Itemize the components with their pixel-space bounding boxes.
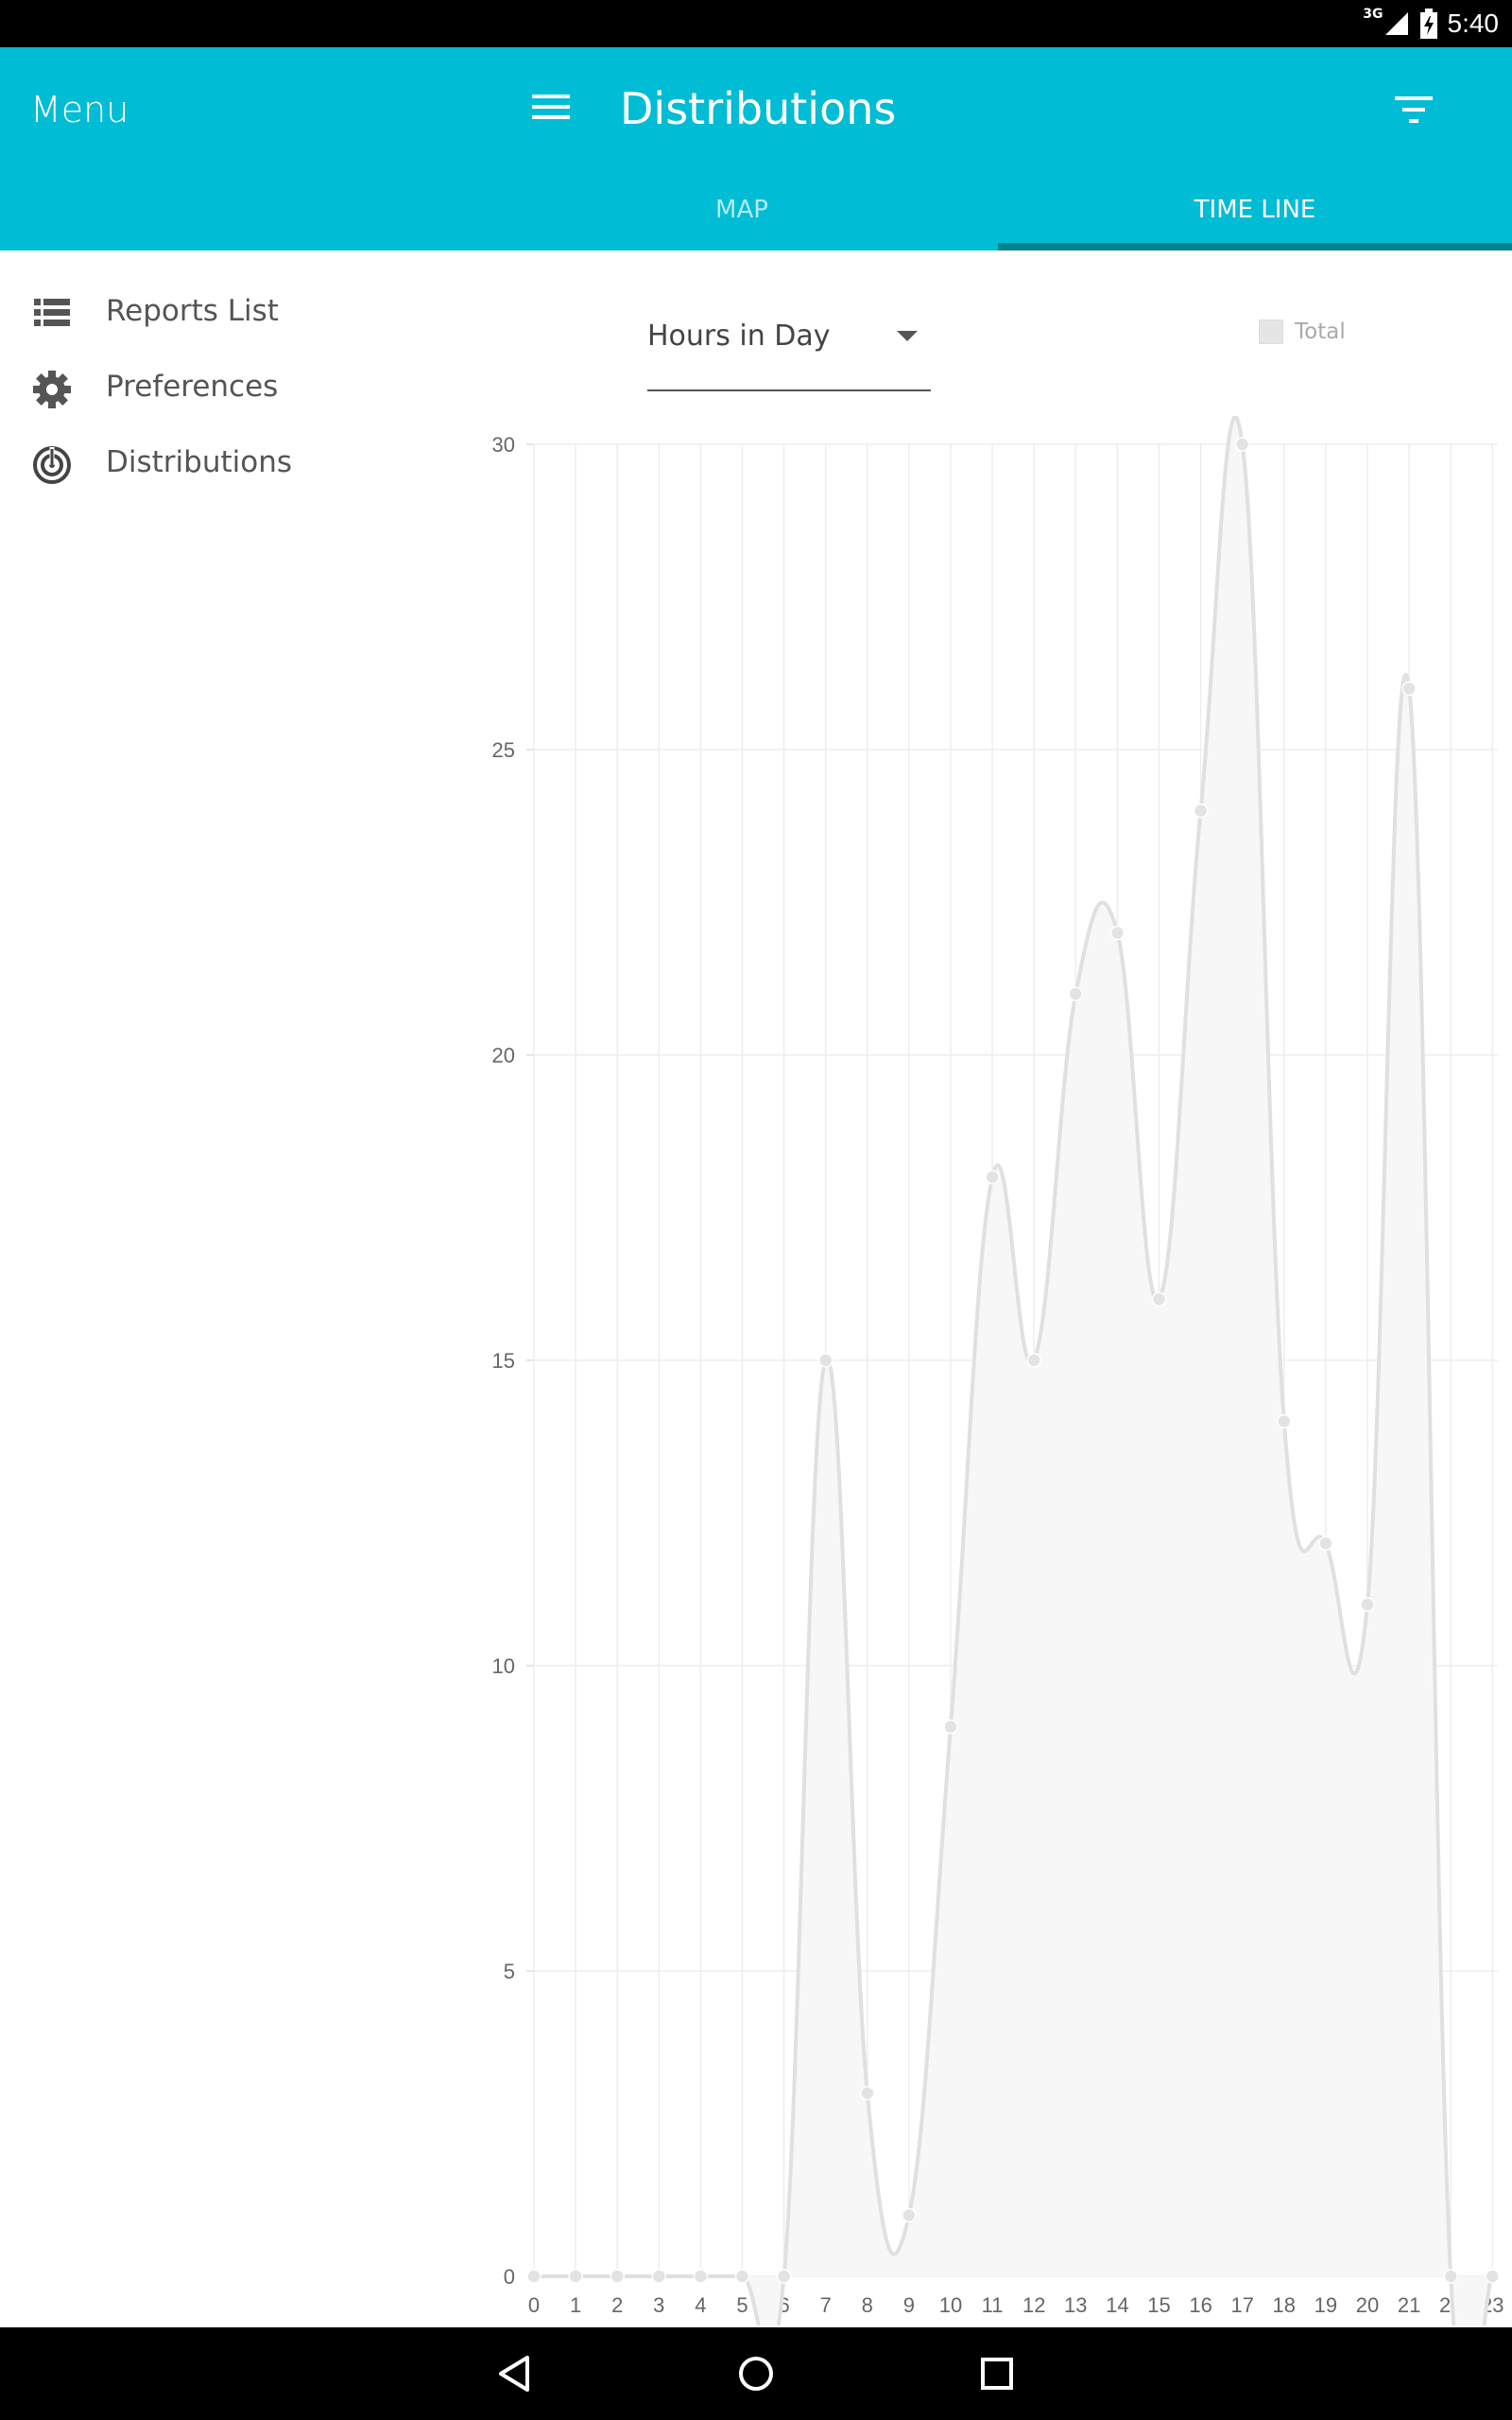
sidebar-item-label: Reports List: [106, 294, 279, 328]
data-point: [1194, 804, 1208, 818]
data-point: [1486, 2270, 1499, 2283]
x-tick-label: 7: [820, 2293, 832, 2317]
sidebar-item-reports-list[interactable]: Reports List: [0, 279, 454, 347]
x-tick-label: 14: [1106, 2293, 1128, 2317]
data-point: [1027, 1354, 1040, 1367]
x-tick-label: 21: [1398, 2293, 1420, 2317]
data-point: [1110, 926, 1124, 940]
data-point: [1236, 438, 1249, 451]
x-tick-label: 9: [903, 2293, 915, 2317]
recents-icon[interactable]: [973, 2350, 1021, 2397]
x-tick-label: 11: [982, 2293, 1004, 2317]
data-point: [819, 1354, 833, 1367]
list-icon: [32, 294, 72, 334]
sidebar-item-preferences[interactable]: Preferences: [0, 354, 454, 423]
tab-indicator: [998, 243, 1512, 251]
system-nav-bar: [0, 2327, 1512, 2420]
legend-label: Total: [1295, 320, 1346, 344]
tab-map[interactable]: MAP: [487, 180, 997, 241]
x-tick-label: 16: [1189, 2293, 1211, 2317]
x-tick-label: 13: [1064, 2293, 1087, 2317]
sidebar-item-distributions[interactable]: Distributions: [0, 430, 454, 498]
sidebar-item-label: Preferences: [106, 370, 278, 404]
dropdown-arrow-icon: [897, 331, 918, 341]
chart-legend[interactable]: Total: [1259, 320, 1346, 344]
data-point: [1069, 987, 1082, 1000]
battery-icon: [1419, 9, 1438, 39]
y-tick-label: 20: [492, 1044, 515, 1067]
data-point: [694, 2270, 707, 2283]
data-point: [944, 1720, 957, 1734]
data-point: [986, 1170, 999, 1184]
x-tick-label: 5: [736, 2293, 747, 2317]
filter-icon[interactable]: [1393, 93, 1435, 127]
x-tick-label: 8: [862, 2293, 873, 2317]
menu-title: Menu: [30, 89, 129, 130]
y-tick-label: 10: [492, 1654, 515, 1678]
radar-icon: [32, 445, 72, 485]
data-point: [1444, 2270, 1457, 2283]
home-icon[interactable]: [732, 2350, 780, 2397]
data-point: [1361, 1598, 1374, 1611]
page-title: Distributions: [620, 83, 896, 134]
x-tick-label: 4: [695, 2293, 706, 2317]
x-tick-label: 17: [1230, 2293, 1253, 2317]
dropdown-value: Hours in Day: [647, 320, 831, 353]
data-point: [778, 2270, 791, 2283]
x-tick-label: 19: [1314, 2293, 1337, 2317]
data-point: [1319, 1537, 1332, 1550]
data-point: [1402, 682, 1416, 695]
tab-time-line[interactable]: TIME LINE: [998, 180, 1512, 241]
data-point: [902, 2208, 916, 2221]
app-bar: Menu Distributions MAP TIME LINE: [0, 47, 1512, 251]
back-icon[interactable]: [491, 2350, 539, 2397]
range-dropdown[interactable]: Hours in Day: [647, 302, 931, 391]
clock: 5:40: [1448, 9, 1500, 39]
x-tick-label: 1: [570, 2293, 581, 2317]
status-bar: 3G 5:40: [0, 0, 1512, 47]
signal-icon: [1383, 10, 1410, 37]
data-point: [610, 2270, 624, 2283]
y-tick-label: 5: [504, 1960, 515, 1983]
gear-icon: [32, 370, 72, 409]
data-point: [861, 2086, 874, 2100]
sidebar-item-label: Distributions: [106, 445, 292, 479]
y-tick-label: 25: [492, 738, 515, 762]
x-tick-label: 10: [939, 2293, 962, 2317]
x-tick-label: 2: [611, 2293, 623, 2317]
network-type: 3G: [1363, 7, 1383, 22]
data-point: [1278, 1415, 1291, 1428]
data-point: [527, 2270, 541, 2283]
series-area: [534, 417, 1492, 2325]
x-tick-label: 18: [1273, 2293, 1296, 2317]
legend-swatch: [1259, 320, 1283, 344]
data-point: [1153, 1292, 1166, 1305]
data-point: [736, 2270, 749, 2283]
hamburger-menu-icon[interactable]: [532, 95, 570, 125]
y-tick-label: 30: [492, 433, 515, 457]
data-point: [569, 2270, 582, 2283]
x-tick-label: 15: [1147, 2293, 1170, 2317]
x-tick-label: 20: [1356, 2293, 1379, 2317]
x-tick-label: 0: [528, 2293, 540, 2317]
dropdown-underline: [647, 389, 931, 391]
x-tick-label: 12: [1022, 2293, 1045, 2317]
y-tick-label: 0: [504, 2265, 515, 2289]
data-point: [652, 2270, 665, 2283]
y-tick-label: 15: [492, 1349, 515, 1373]
x-tick-label: 3: [653, 2293, 664, 2317]
